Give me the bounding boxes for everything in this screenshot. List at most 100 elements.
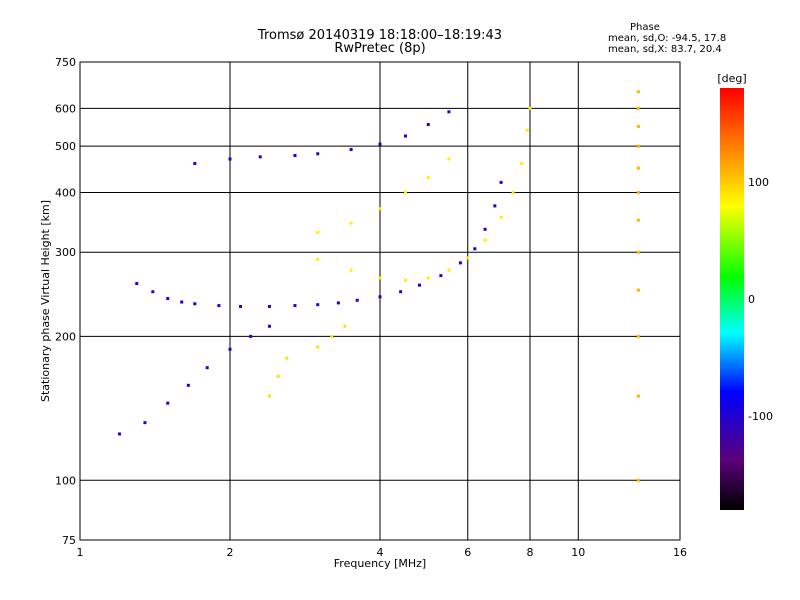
data-point	[349, 268, 353, 272]
x-tick-label: 2	[227, 546, 234, 559]
data-point	[636, 250, 640, 254]
data-point	[403, 278, 407, 282]
data-point	[143, 421, 147, 425]
data-point	[636, 190, 640, 194]
data-point	[403, 134, 407, 138]
data-point	[483, 227, 487, 231]
data-point	[499, 180, 503, 184]
data-point	[276, 374, 280, 378]
y-axis-ticks: 75 100 200 300 400 500 600 750	[55, 56, 76, 547]
data-point	[636, 90, 640, 94]
data-point	[458, 261, 462, 265]
data-point	[166, 401, 170, 405]
chart-title: Tromsø 20140319 18:18:00–18:19:43	[257, 28, 503, 43]
data-point	[403, 190, 407, 194]
data-point	[636, 394, 640, 398]
x-tick-label: 8	[527, 546, 534, 559]
data-point	[520, 161, 524, 165]
data-point	[447, 268, 451, 272]
data-point	[399, 290, 403, 294]
data-point	[349, 148, 353, 152]
data-point	[636, 144, 640, 148]
x-axis-label: Frequency [MHz]	[334, 557, 426, 570]
data-point	[439, 274, 443, 278]
data-point	[316, 230, 320, 234]
data-point	[483, 238, 487, 242]
plot-frame	[79, 61, 681, 541]
data-point	[180, 300, 184, 304]
x-tick-label: 4	[377, 546, 384, 559]
data-point	[117, 432, 121, 436]
phase-heading: Phase	[630, 22, 660, 33]
data-point	[166, 297, 170, 301]
data-point	[186, 383, 190, 387]
data-point	[193, 302, 197, 306]
data-point	[193, 161, 197, 165]
y-tick-label: 200	[55, 330, 76, 343]
data-points	[117, 90, 640, 482]
data-point	[217, 304, 221, 308]
data-point	[378, 276, 382, 280]
data-point	[447, 110, 451, 114]
data-point	[636, 106, 640, 110]
colorbar-tick-label: -100	[748, 410, 773, 423]
data-point	[258, 155, 262, 159]
data-point	[417, 283, 421, 287]
data-point	[378, 142, 382, 146]
y-tick-label: 100	[55, 474, 76, 487]
y-axis-label: Stationary phase Virtual Height [km]	[39, 200, 52, 402]
data-point	[636, 288, 640, 292]
data-point	[466, 256, 470, 260]
data-point	[378, 207, 382, 211]
data-point	[355, 298, 359, 302]
x-axis-ticks: 1 2 4 6 8 10 16	[77, 546, 688, 559]
data-point	[426, 123, 430, 127]
data-point	[636, 124, 640, 128]
data-point	[473, 247, 477, 251]
data-point	[426, 276, 430, 280]
data-point	[447, 157, 451, 161]
y-tick-label: 75	[62, 534, 76, 547]
data-point	[528, 106, 532, 110]
data-point	[267, 324, 271, 328]
data-point	[330, 334, 334, 338]
phase-stats-o: mean, sd,O: -94.5, 17.8	[608, 33, 727, 44]
data-point	[349, 221, 353, 225]
data-point	[316, 345, 320, 349]
data-point	[267, 304, 271, 308]
data-point	[426, 175, 430, 179]
data-point	[511, 190, 515, 194]
y-tick-label: 500	[55, 140, 76, 153]
chart-subtitle: RwPretec (8p)	[334, 41, 426, 56]
data-point	[636, 218, 640, 222]
data-point	[135, 282, 139, 286]
colorbar-tick-label: 0	[748, 293, 755, 306]
x-tick-label: 16	[673, 546, 687, 559]
grid-lines	[80, 62, 680, 540]
data-point	[636, 334, 640, 338]
colorbar-ticks: 100 0 -100	[748, 176, 773, 423]
data-point	[493, 204, 497, 208]
y-tick-label: 400	[55, 186, 76, 199]
colorbar-tick-label: 100	[748, 176, 769, 189]
data-point	[378, 295, 382, 299]
x-tick-label: 6	[464, 546, 471, 559]
colorbar	[720, 88, 744, 510]
data-point	[285, 356, 289, 360]
data-point	[343, 324, 347, 328]
data-point	[151, 290, 155, 294]
data-point	[239, 304, 243, 308]
y-tick-label: 300	[55, 246, 76, 259]
data-point	[228, 157, 232, 161]
data-point	[316, 152, 320, 156]
x-tick-label: 10	[571, 546, 585, 559]
data-point	[336, 301, 340, 305]
data-point	[293, 154, 297, 158]
data-point	[249, 334, 253, 338]
data-point	[525, 128, 529, 132]
data-point	[293, 304, 297, 308]
data-point	[499, 215, 503, 219]
data-point	[316, 257, 320, 261]
data-point	[267, 394, 271, 398]
